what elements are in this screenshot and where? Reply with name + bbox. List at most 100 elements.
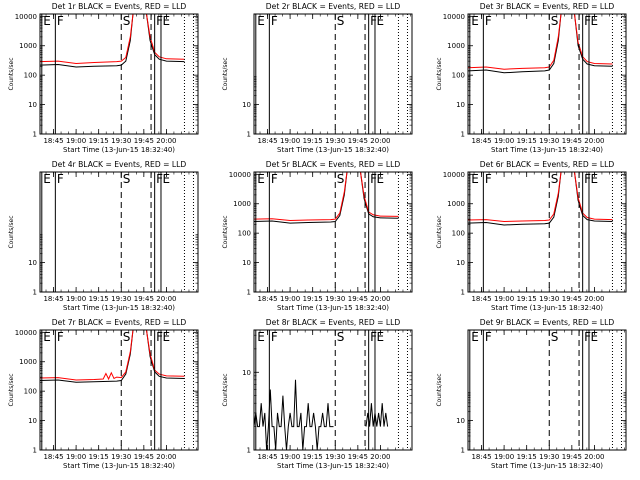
marker-label: E bbox=[43, 14, 51, 28]
marker-label: E bbox=[590, 14, 598, 28]
y-axis-label: Counts/sec bbox=[222, 373, 229, 406]
y-tick-label: 1000 bbox=[19, 42, 37, 50]
y-tick-label: 1 bbox=[247, 447, 251, 455]
x-tick-label: 19:15 bbox=[303, 137, 323, 145]
y-tick-label: 1000 bbox=[19, 358, 37, 366]
x-tick-label: 19:30 bbox=[325, 137, 345, 145]
chart-title: Det 8r BLACK = Events, RED = LLD bbox=[266, 318, 401, 327]
y-tick-label: 1 bbox=[461, 131, 465, 139]
x-tick-label: 20:00 bbox=[156, 295, 176, 303]
plot-frame bbox=[467, 329, 627, 451]
x-tick-label: 19:15 bbox=[303, 453, 323, 461]
y-tick-label: 100 bbox=[24, 72, 37, 80]
marker-label: S bbox=[551, 14, 559, 28]
plot-frame bbox=[39, 171, 199, 293]
x-tick-label: 19:15 bbox=[89, 453, 109, 461]
y-tick-label: 1000 bbox=[447, 42, 465, 50]
x-tick-label: 19:45 bbox=[562, 453, 582, 461]
x-tick-label: 20:00 bbox=[156, 453, 176, 461]
marker-label: F bbox=[485, 172, 492, 186]
x-axis-label: Start Time (13-Jun-15 18:32:40) bbox=[277, 146, 389, 154]
y-axis-label: Counts/sec bbox=[222, 57, 229, 90]
marker-label: E bbox=[162, 14, 170, 28]
y-tick-label: 1 bbox=[33, 447, 37, 455]
plot-frame bbox=[39, 329, 199, 451]
y-tick-label: 10 bbox=[28, 101, 37, 109]
y-tick-label: 1 bbox=[33, 131, 37, 139]
x-tick-label: 19:30 bbox=[325, 295, 345, 303]
x-tick-label: 19:15 bbox=[303, 295, 323, 303]
x-axis-label: Start Time (13-Jun-15 18:32:40) bbox=[277, 304, 389, 312]
marker-label: E bbox=[257, 172, 265, 186]
y-tick-label: 10000 bbox=[15, 329, 37, 337]
y-tick-label: 10000 bbox=[443, 13, 465, 21]
x-axis-label: Start Time (13-Jun-15 18:32:40) bbox=[277, 462, 389, 470]
x-tick-label: 19:45 bbox=[134, 137, 154, 145]
x-tick-label: 19:30 bbox=[111, 137, 131, 145]
marker-label: S bbox=[123, 172, 131, 186]
y-tick-label: 100 bbox=[238, 230, 251, 238]
x-tick-label: 19:45 bbox=[562, 137, 582, 145]
x-tick-label: 20:00 bbox=[156, 137, 176, 145]
x-tick-label: 19:00 bbox=[66, 137, 86, 145]
chart-panel-5: Det 5r BLACK = Events, RED = LLD Start Ti… bbox=[222, 160, 413, 312]
x-tick-label: 19:15 bbox=[89, 295, 109, 303]
x-tick-label: 19:45 bbox=[348, 295, 368, 303]
marker-label: E bbox=[471, 330, 479, 344]
y-tick-label: 10000 bbox=[443, 171, 465, 179]
marker-label: F bbox=[156, 14, 163, 28]
plot-frame bbox=[467, 171, 627, 293]
x-tick-label: 20:00 bbox=[584, 137, 604, 145]
x-tick-label: 20:00 bbox=[584, 453, 604, 461]
plot-frame bbox=[467, 13, 627, 135]
y-tick-label: 1 bbox=[33, 289, 37, 297]
x-tick-label: 18:45 bbox=[257, 137, 277, 145]
y-tick-label: 10 bbox=[242, 259, 251, 267]
chart-title: Det 1r BLACK = Events, RED = LLD bbox=[52, 2, 187, 11]
marker-label: E bbox=[43, 172, 51, 186]
x-tick-label: 19:45 bbox=[134, 295, 154, 303]
series-line-2 bbox=[468, 14, 613, 70]
chart-title: Det 4r BLACK = Events, RED = LLD bbox=[52, 160, 187, 169]
x-tick-label: 19:00 bbox=[494, 137, 514, 145]
y-axis-label: Counts/sec bbox=[8, 57, 15, 90]
chart-title: Det 6r BLACK = Events, RED = LLD bbox=[480, 160, 615, 169]
x-tick-label: 19:00 bbox=[280, 137, 300, 145]
marker-label: E bbox=[257, 330, 265, 344]
marker-label: E bbox=[590, 172, 598, 186]
marker-label: E bbox=[162, 330, 170, 344]
x-tick-label: 19:15 bbox=[517, 295, 537, 303]
marker-label: E bbox=[471, 14, 479, 28]
chart-title: Det 3r BLACK = Events, RED = LLD bbox=[480, 2, 615, 11]
x-axis-label: Start Time (13-Jun-15 18:32:40) bbox=[491, 462, 603, 470]
y-tick-label: 1 bbox=[461, 447, 465, 455]
chart-title: Det 5r BLACK = Events, RED = LLD bbox=[266, 160, 401, 169]
marker-label: E bbox=[257, 14, 265, 28]
y-axis-label: Counts/sec bbox=[436, 373, 443, 406]
plot-frame bbox=[253, 171, 413, 293]
y-axis-label: Counts/sec bbox=[8, 373, 15, 406]
marker-label: S bbox=[551, 172, 559, 186]
y-tick-label: 10 bbox=[28, 417, 37, 425]
marker-label: F bbox=[271, 330, 278, 344]
chart-panel-7: Det 7r BLACK = Events, RED = LLD Start Ti… bbox=[8, 318, 199, 470]
marker-label: E bbox=[471, 172, 479, 186]
y-axis-label: Counts/sec bbox=[222, 215, 229, 248]
y-tick-label: 1 bbox=[247, 289, 251, 297]
marker-label: F bbox=[57, 172, 64, 186]
marker-label: E bbox=[590, 330, 598, 344]
marker-label: E bbox=[376, 14, 384, 28]
x-tick-label: 18:45 bbox=[257, 453, 277, 461]
marker-label: S bbox=[337, 14, 345, 28]
marker-label: E bbox=[376, 330, 384, 344]
x-tick-label: 18:45 bbox=[471, 453, 491, 461]
chart-panel-1: Det 1r BLACK = Events, RED = LLD Start Ti… bbox=[8, 2, 199, 154]
x-tick-label: 19:15 bbox=[517, 453, 537, 461]
marker-label: F bbox=[370, 14, 377, 28]
marker-label: F bbox=[156, 172, 163, 186]
chart-title: Det 9r BLACK = Events, RED = LLD bbox=[480, 318, 615, 327]
chart-panel-6: Det 6r BLACK = Events, RED = LLD Start Ti… bbox=[436, 160, 627, 312]
y-tick-label: 1 bbox=[247, 131, 251, 139]
chart-panel-2: Det 2r BLACK = Events, RED = LLD Start Ti… bbox=[222, 2, 413, 154]
marker-label: F bbox=[370, 172, 377, 186]
